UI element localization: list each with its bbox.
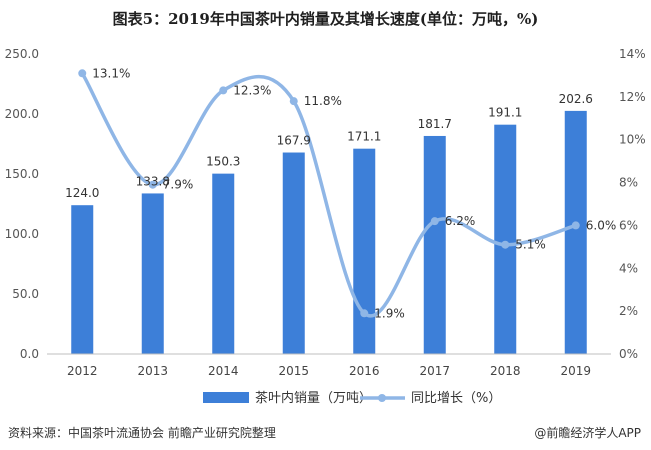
bar — [564, 110, 587, 354]
bar-value-label: 150.3 — [206, 155, 240, 169]
growth-value-label: 6.2% — [445, 214, 476, 228]
growth-point — [78, 69, 87, 78]
y-left-tick-label: 200.0 — [5, 107, 39, 121]
y-right-tick-label: 0% — [619, 347, 638, 361]
y-left-tick-label: 250.0 — [5, 47, 39, 61]
x-tick-label: 2019 — [560, 364, 591, 378]
growth-value-label: 13.1% — [92, 66, 130, 80]
y-left-tick-label: 0.0 — [20, 347, 39, 361]
chart-title: 图表5：2019年中国茶叶内销量及其增长速度(单位：万吨，%) — [112, 10, 539, 28]
legend-label-bar: 茶叶内销量（万吨） — [255, 390, 372, 406]
x-tick-label: 2017 — [419, 364, 450, 378]
brand-credit: @前瞻经济学人APP — [534, 426, 641, 440]
x-tick-label: 2016 — [349, 364, 380, 378]
x-tick-label: 2014 — [208, 364, 239, 378]
y-right-tick-label: 6% — [619, 218, 638, 232]
growth-value-label: 11.8% — [304, 94, 342, 108]
growth-point — [219, 86, 228, 95]
growth-value-label: 5.1% — [515, 238, 546, 252]
legend-swatch-bar — [203, 392, 249, 403]
growth-point — [360, 309, 369, 318]
growth-value-label: 12.3% — [233, 83, 271, 97]
bar — [423, 135, 446, 354]
growth-line — [80, 71, 578, 318]
source-note: 资料来源：中国茶叶流通协会 前瞻产业研究院整理 — [8, 426, 276, 440]
y-left-tick-label: 100.0 — [5, 227, 39, 241]
bar-value-label: 181.7 — [418, 117, 452, 131]
y-right-tick-label: 2% — [619, 304, 638, 318]
growth-value-label: 1.9% — [374, 306, 405, 320]
growth-point — [571, 221, 580, 230]
bar — [71, 205, 94, 354]
growth-point — [289, 97, 298, 106]
growth-value-label: 6.0% — [586, 218, 617, 232]
y-right-tick-label: 10% — [619, 133, 646, 147]
legend-swatch-point — [378, 394, 386, 402]
bar — [141, 193, 164, 354]
bar-value-label: 171.1 — [347, 130, 381, 144]
y-right-tick-label: 8% — [619, 176, 638, 190]
bar — [282, 152, 305, 354]
bar-value-label: 133.8 — [136, 174, 170, 188]
y-right-tick-label: 14% — [619, 47, 646, 61]
bar-value-label: 191.1 — [488, 106, 522, 120]
bar-value-label: 124.0 — [65, 186, 99, 200]
y-left-tick-label: 150.0 — [5, 167, 39, 181]
legend-label-line: 同比增长（%） — [411, 391, 501, 406]
y-left-tick-label: 50.0 — [12, 287, 39, 301]
x-tick-label: 2018 — [490, 364, 521, 378]
x-tick-label: 2015 — [278, 364, 309, 378]
bar — [353, 148, 376, 354]
x-tick-label: 2012 — [67, 364, 98, 378]
bar — [494, 124, 517, 355]
bar-value-label: 167.9 — [277, 134, 311, 148]
growth-point — [430, 217, 439, 226]
y-right-tick-label: 12% — [619, 90, 646, 104]
growth-value-label: 7.9% — [163, 178, 194, 192]
growth-point — [501, 240, 510, 249]
bar — [212, 173, 235, 354]
x-tick-label: 2013 — [137, 364, 168, 378]
growth-point — [148, 180, 157, 189]
y-right-tick-label: 4% — [619, 261, 638, 275]
bar-value-label: 202.6 — [559, 92, 593, 106]
